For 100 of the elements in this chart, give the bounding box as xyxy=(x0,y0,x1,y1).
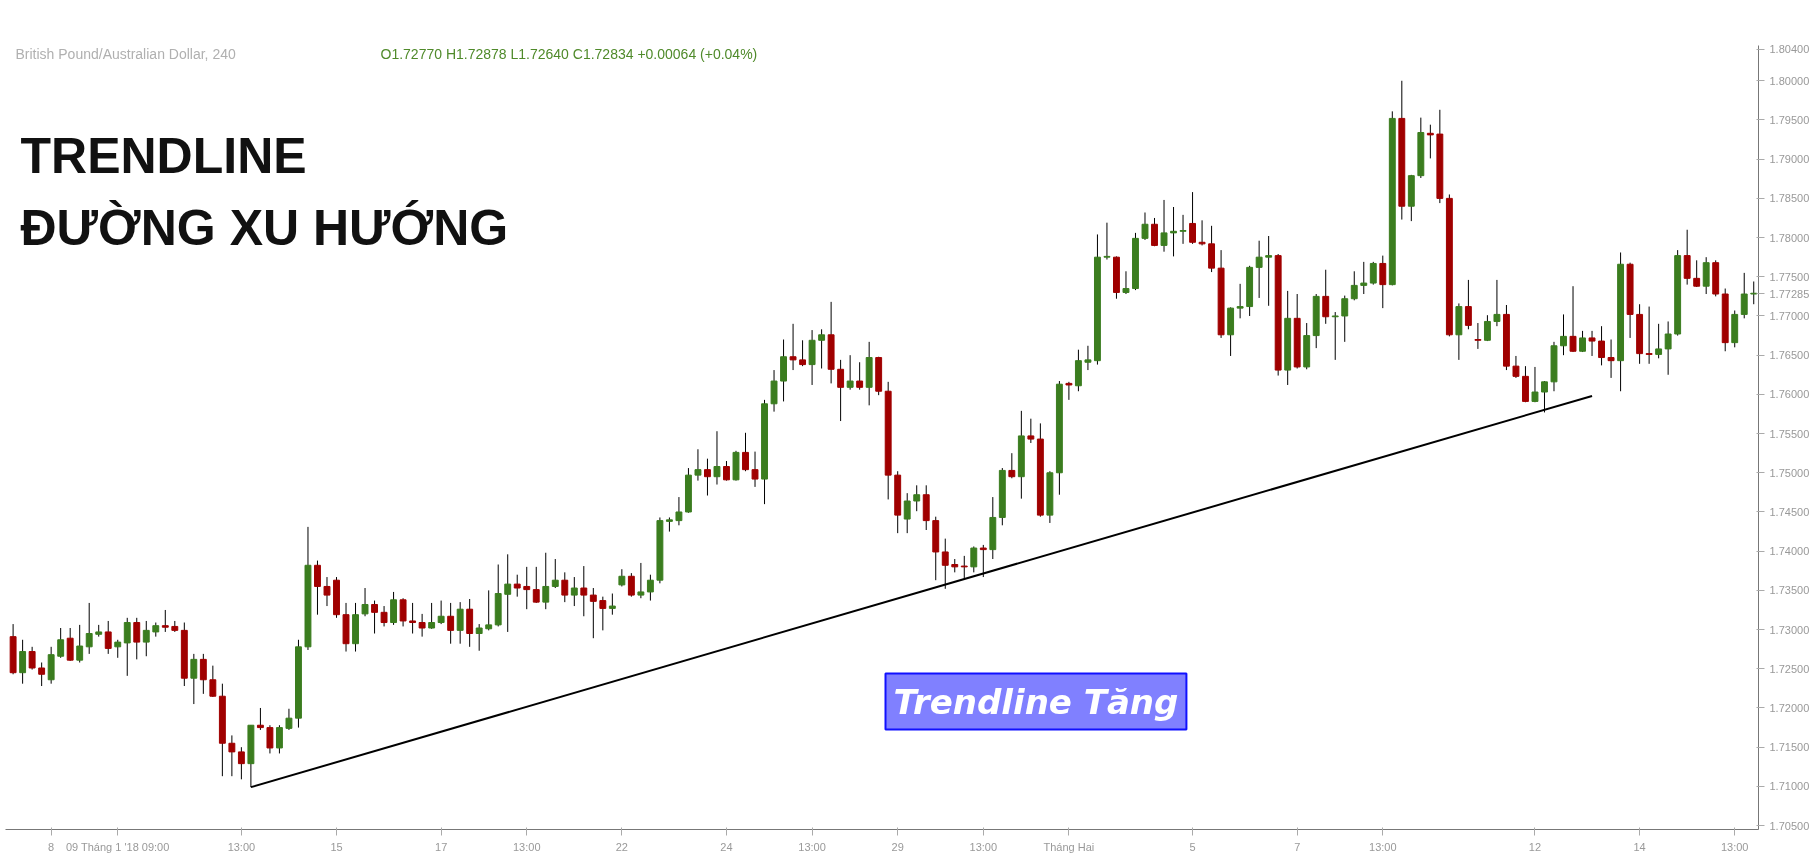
candlestick xyxy=(970,545,978,573)
candlestick xyxy=(85,602,93,655)
candlestick xyxy=(123,617,131,677)
candlestick xyxy=(1560,313,1567,356)
x-tick-label: 13:00 xyxy=(1720,840,1749,853)
candlestick xyxy=(713,430,721,486)
y-tick-label: 1.74000 xyxy=(1769,545,1810,558)
candlestick xyxy=(960,555,968,580)
candlestick xyxy=(1160,199,1168,253)
candlestick xyxy=(1598,325,1606,366)
candlestick xyxy=(190,653,198,705)
candlestick xyxy=(1236,283,1244,319)
candlestick xyxy=(1341,295,1349,343)
candlestick xyxy=(742,432,749,472)
annotation: Trendline Tăng xyxy=(893,681,1179,722)
candlestick xyxy=(599,596,607,631)
x-tick-label: 13:00 xyxy=(512,840,541,853)
y-tick-label: 1.76500 xyxy=(1769,349,1810,362)
x-tick-label: 12 xyxy=(1528,840,1542,853)
candlestick xyxy=(1426,124,1434,159)
candlestick xyxy=(76,624,84,664)
y-tick-label: 1.72000 xyxy=(1769,701,1810,714)
candlestick xyxy=(637,562,645,599)
y-tick-label: 1.77000 xyxy=(1769,309,1810,322)
candlestick xyxy=(789,323,797,371)
candlestick xyxy=(1740,272,1748,319)
candlestick xyxy=(941,538,949,590)
candlestick xyxy=(323,576,331,607)
candlestick xyxy=(627,572,635,598)
chart-subtitle: British Pound/Australian Dollar, 240 xyxy=(15,45,236,62)
x-tick-label: 13:00 xyxy=(969,840,998,853)
candlestick xyxy=(1493,279,1501,327)
x-tick-label: 09 Tháng 1 '18 09:00 xyxy=(65,840,170,853)
candlestick xyxy=(570,576,578,607)
x-tick-label: 13:00 xyxy=(227,840,256,853)
candlestick xyxy=(1531,366,1539,403)
candlestick xyxy=(542,552,550,610)
x-tick-label: 17 xyxy=(435,840,448,853)
candlestick xyxy=(1655,323,1663,359)
y-tick-label: 1.79000 xyxy=(1769,153,1810,166)
candlestick xyxy=(1360,261,1368,295)
candlestick xyxy=(694,448,702,482)
x-tick-label: Tháng Hai xyxy=(1043,840,1095,853)
candlestick xyxy=(28,646,36,671)
x-tick-label: 24 xyxy=(720,840,733,853)
candlestick xyxy=(209,665,217,698)
candlestick xyxy=(913,484,921,512)
candlestick xyxy=(675,496,683,526)
candlestick xyxy=(237,746,245,780)
candlestick xyxy=(380,605,388,627)
candlestick xyxy=(551,558,559,589)
candlestick xyxy=(456,601,464,645)
y-tick-label: 1.74500 xyxy=(1769,505,1810,518)
candlestick xyxy=(818,328,826,370)
candlestick xyxy=(142,620,150,657)
candlestick xyxy=(161,609,169,633)
y-tick-label: 1.75500 xyxy=(1769,427,1810,440)
y-tick-label: 1.73000 xyxy=(1769,623,1810,636)
candlestick xyxy=(371,600,378,634)
candlestick xyxy=(1170,206,1177,257)
candlestick xyxy=(314,560,321,616)
candlestick xyxy=(1350,270,1358,301)
candlestick xyxy=(1464,279,1472,330)
candlestick xyxy=(266,724,274,754)
candlestick xyxy=(1141,211,1149,241)
candlestick xyxy=(104,620,112,655)
candlestick xyxy=(704,458,711,497)
candlestick xyxy=(475,623,483,652)
annotation: O1.72770 H1.72878 L1.72640 C1.72834 +0.00064 (+0.04%) xyxy=(380,45,758,62)
candlestick xyxy=(1065,381,1073,401)
y-tick-label: 1.71500 xyxy=(1769,741,1810,754)
y-tick-label: 1.78000 xyxy=(1769,231,1810,244)
candlestick xyxy=(1379,255,1387,309)
candlestick xyxy=(1588,330,1596,357)
candlestick xyxy=(447,602,455,645)
candlestick xyxy=(589,587,597,639)
candlestick xyxy=(979,544,987,578)
candlestick xyxy=(1683,229,1691,286)
candlestick xyxy=(799,339,807,367)
candlestick xyxy=(1645,306,1653,365)
candlestick xyxy=(1693,259,1701,288)
candlestick xyxy=(133,617,141,660)
candlestick xyxy=(1122,270,1130,295)
candlestick xyxy=(1322,269,1330,325)
x-tick-label: 15 xyxy=(330,840,343,853)
candlestick xyxy=(723,460,730,482)
y-tick-label: 1.73500 xyxy=(1769,584,1810,597)
candlestick xyxy=(1008,452,1016,479)
x-tick-label: 8 xyxy=(48,840,55,853)
x-tick-label: 13:00 xyxy=(798,840,826,853)
candlestick xyxy=(1331,311,1339,361)
y-tick-label: 1.77500 xyxy=(1769,270,1810,283)
y-tick-label: 1.80400 xyxy=(1769,43,1810,56)
y-tick-label: 1.70500 xyxy=(1769,819,1810,832)
candlestick xyxy=(1189,191,1196,245)
candlestick xyxy=(1027,418,1035,444)
x-tick-label: 22 xyxy=(615,840,628,853)
candlestick xyxy=(646,574,654,602)
y-tick-label: 1.71000 xyxy=(1769,780,1810,793)
candlestick xyxy=(1569,285,1577,353)
